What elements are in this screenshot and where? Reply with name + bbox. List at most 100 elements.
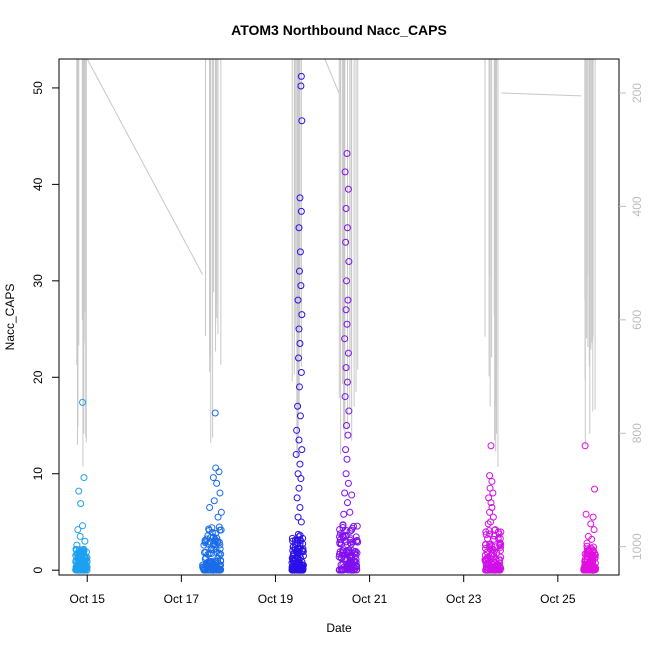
data-point	[343, 378, 351, 386]
data-point	[202, 548, 210, 556]
data-point	[590, 526, 598, 534]
data-point	[348, 564, 356, 572]
data-point	[81, 537, 89, 545]
data-point	[343, 499, 351, 507]
data-point	[296, 412, 304, 420]
data-point	[74, 557, 82, 565]
data-point	[297, 475, 305, 483]
data-point	[296, 536, 304, 544]
data-point	[350, 522, 358, 530]
data-point	[211, 538, 219, 546]
data-point	[76, 532, 84, 540]
data-point	[339, 521, 347, 529]
y-axis-label: Nacc_CAPS	[3, 284, 17, 351]
data-point	[291, 546, 299, 554]
y-axis: 0 10 20 30 40 50	[31, 81, 60, 574]
x-tick-label: Oct 15	[70, 592, 106, 606]
data-point	[342, 306, 350, 314]
data-point	[205, 525, 213, 533]
data-point	[352, 551, 360, 559]
data-point	[298, 446, 306, 454]
data-point	[587, 520, 595, 528]
data-point	[486, 508, 494, 516]
x-tick-label: Oct 17	[164, 592, 200, 606]
data-point	[205, 563, 213, 571]
data-point	[295, 325, 303, 333]
data-point	[293, 494, 301, 502]
data-point	[484, 566, 492, 574]
data-point	[494, 534, 502, 542]
data-point	[211, 541, 219, 549]
right-tick-label: 200	[630, 83, 644, 103]
data-point	[347, 535, 355, 543]
x-tick-label: Oct 19	[258, 592, 294, 606]
secondary-link	[501, 92, 582, 97]
data-point	[339, 566, 347, 574]
data-point	[199, 563, 207, 571]
data-point	[205, 566, 213, 574]
data-point	[582, 565, 590, 573]
data-point	[488, 477, 496, 485]
data-point	[295, 436, 303, 444]
data-point	[296, 248, 304, 256]
data-point	[342, 470, 350, 478]
data-point	[348, 491, 356, 499]
y-tick-label: 40	[31, 177, 45, 191]
data-point	[295, 354, 303, 362]
data-point	[297, 72, 305, 80]
data-point	[584, 546, 592, 554]
data-point	[206, 503, 214, 511]
data-point	[346, 539, 354, 547]
x-tick-label: Oct 23	[446, 592, 482, 606]
data-point	[344, 349, 352, 357]
data-point	[290, 560, 298, 568]
data-point	[217, 550, 225, 558]
data-point	[336, 540, 344, 548]
data-point	[487, 442, 495, 450]
data-point	[482, 540, 490, 548]
right-tick-label: 1000	[630, 533, 644, 560]
data-point	[74, 526, 82, 534]
x-axis: Oct 15 Oct 17 Oct 19 Oct 21 Oct 23 Oct 25	[70, 574, 576, 606]
data-point	[216, 545, 224, 553]
y-tick-label: 20	[31, 370, 45, 384]
data-point	[586, 564, 594, 572]
data-point	[342, 531, 350, 539]
data-point	[591, 485, 599, 493]
data-point	[296, 503, 304, 511]
data-point	[348, 559, 356, 567]
data-point	[352, 555, 360, 563]
data-point	[217, 526, 225, 534]
data-point	[294, 513, 302, 521]
data-point	[583, 555, 591, 563]
data-point	[344, 296, 352, 304]
data-point	[492, 555, 500, 563]
data-point	[81, 558, 89, 566]
data-point	[490, 549, 498, 557]
data-point	[298, 311, 306, 319]
data-point	[77, 549, 85, 557]
data-point	[203, 535, 211, 543]
secondary-link	[324, 58, 340, 94]
data-point	[296, 194, 304, 202]
data-point	[79, 522, 87, 530]
y-tick-label: 30	[31, 274, 45, 288]
right-tick-label: 600	[630, 310, 644, 330]
data-point	[297, 537, 305, 545]
data-point	[344, 431, 352, 439]
data-point	[342, 204, 350, 212]
data-point	[295, 267, 303, 275]
data-point	[217, 508, 225, 516]
data-point	[201, 539, 209, 547]
data-point	[346, 508, 354, 516]
data-point	[496, 534, 504, 542]
data-point	[588, 535, 596, 543]
data-point	[207, 558, 215, 566]
right-axis: 200 400 600 800 1000	[619, 83, 644, 560]
data-point	[79, 566, 87, 574]
data-point	[293, 566, 301, 574]
data-point	[482, 531, 490, 539]
data-point	[344, 549, 352, 557]
data-point	[495, 530, 503, 538]
data-point	[341, 335, 349, 343]
